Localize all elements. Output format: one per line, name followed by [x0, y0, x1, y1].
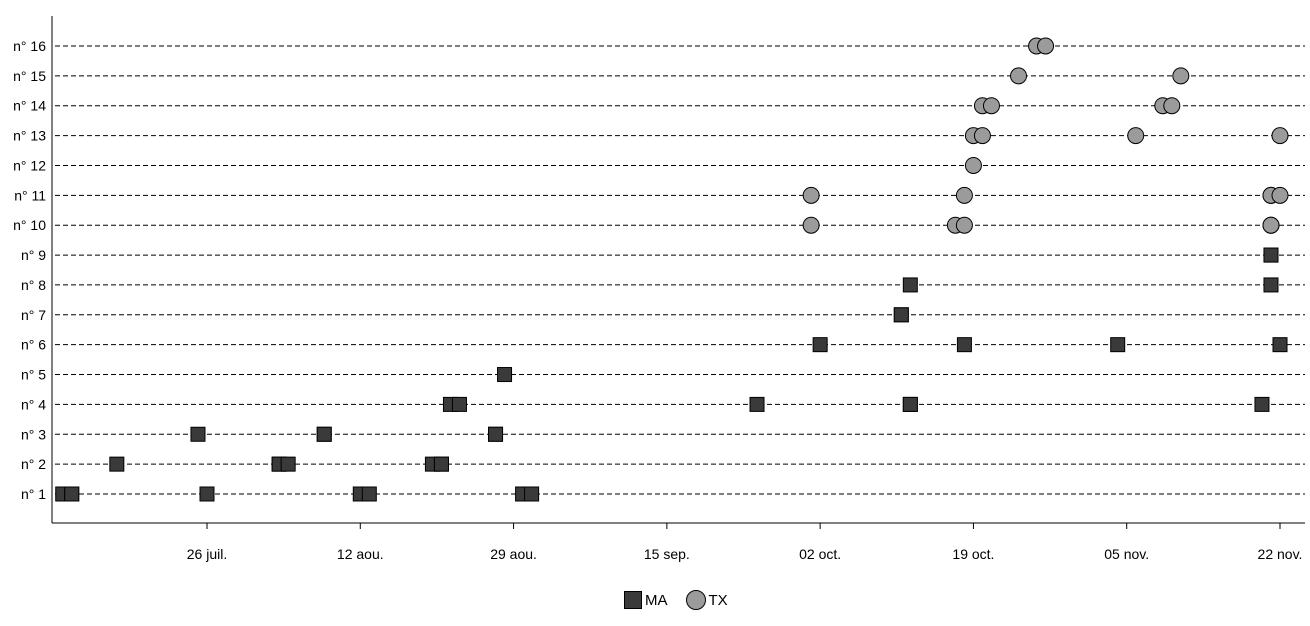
point-tx	[1037, 37, 1055, 55]
y-tick-label: n° 4	[21, 396, 46, 412]
x-tick-label: 15 sep.	[644, 546, 690, 562]
x-tick-label: 26 juil.	[187, 546, 227, 562]
x-tick-label: 12 aou.	[337, 546, 384, 562]
point-ma	[1263, 247, 1279, 263]
point-ma	[1263, 277, 1279, 293]
y-tick-label: n° 9	[21, 247, 46, 263]
axes	[51, 16, 1305, 524]
y-tick-label: n° 1	[21, 486, 46, 502]
legend-item-ma: MA	[624, 591, 668, 609]
y-tick-labels: n° 1 n° 2 n° 3 n° 4 n° 5 n° 6 n° 7 n° 8 n° 9 n° 1…	[13, 38, 46, 502]
point-tx	[1163, 97, 1181, 115]
y-tick-label: n° 14	[13, 98, 46, 114]
y-tick-label: n° 13	[13, 128, 46, 144]
point-ma	[488, 426, 504, 442]
point-ma	[902, 277, 918, 293]
y-tick-label: n° 10	[13, 217, 46, 233]
point-ma	[199, 486, 215, 502]
point-tx	[1172, 67, 1190, 85]
point-tx	[802, 186, 820, 204]
y-tick-label: n° 5	[21, 367, 46, 383]
y-tick-label: n° 2	[21, 456, 46, 472]
gridlines	[55, 45, 1305, 495]
legend-label-ma: MA	[645, 591, 668, 609]
y-tick-label: n° 6	[21, 337, 46, 353]
point-ma	[64, 486, 80, 502]
legend-label-tx: TX	[708, 591, 728, 609]
y-tick-label: n° 11	[14, 187, 46, 203]
point-ma	[1254, 396, 1270, 412]
x-tick-label: 19 oct.	[952, 546, 994, 562]
legend-circle-marker	[685, 590, 706, 610]
point-tx	[1271, 127, 1289, 145]
y-tick-label: n° 7	[21, 307, 46, 323]
point-tx	[1010, 67, 1028, 85]
point-ma	[109, 456, 125, 472]
point-ma	[902, 396, 918, 412]
legend-item-tx: TX	[685, 590, 728, 610]
point-ma	[956, 337, 972, 353]
point-tx	[955, 186, 973, 204]
x-tick-label: 02 oct.	[799, 546, 841, 562]
y-tick-label: n° 16	[13, 38, 46, 54]
x-tick-label: 22 nov.	[1258, 546, 1303, 562]
point-tx	[982, 97, 1000, 115]
point-ma	[1110, 337, 1126, 353]
y-tick-label: n° 15	[13, 68, 46, 84]
point-tx	[955, 216, 973, 234]
data-points	[55, 37, 1289, 502]
point-ma	[497, 367, 513, 383]
point-ma	[280, 456, 296, 472]
point-ma	[361, 486, 377, 502]
point-ma	[812, 337, 828, 353]
point-ma	[1272, 337, 1288, 353]
legend-square-marker	[624, 591, 642, 609]
point-tx	[1271, 186, 1289, 204]
scatter-chart: n° 1 n° 2 n° 3 n° 4 n° 5 n° 6 n° 7 n° 8 n° 9 n° 1…	[13, 16, 1305, 562]
y-tick-label: n° 12	[13, 157, 46, 173]
x-tick-label: 29 aou.	[490, 546, 537, 562]
point-tx	[1262, 216, 1280, 234]
x-tick-label: 05 nov.	[1104, 546, 1149, 562]
point-tx	[964, 156, 982, 174]
point-ma	[524, 486, 540, 502]
point-ma	[893, 307, 909, 323]
x-ticks: 26 juil. 12 aou. 29 aou. 15 sep. 02 oct. 19 o…	[187, 523, 1303, 562]
point-ma	[433, 456, 449, 472]
legend: MA TX	[624, 590, 746, 610]
point-ma	[190, 426, 206, 442]
y-tick-label: n° 3	[21, 426, 46, 442]
point-tx	[802, 216, 820, 234]
point-tx	[973, 127, 991, 145]
y-tick-label: n° 8	[21, 277, 46, 293]
point-tx	[1127, 127, 1145, 145]
point-ma	[316, 426, 332, 442]
point-ma	[749, 396, 765, 412]
point-ma	[451, 396, 467, 412]
